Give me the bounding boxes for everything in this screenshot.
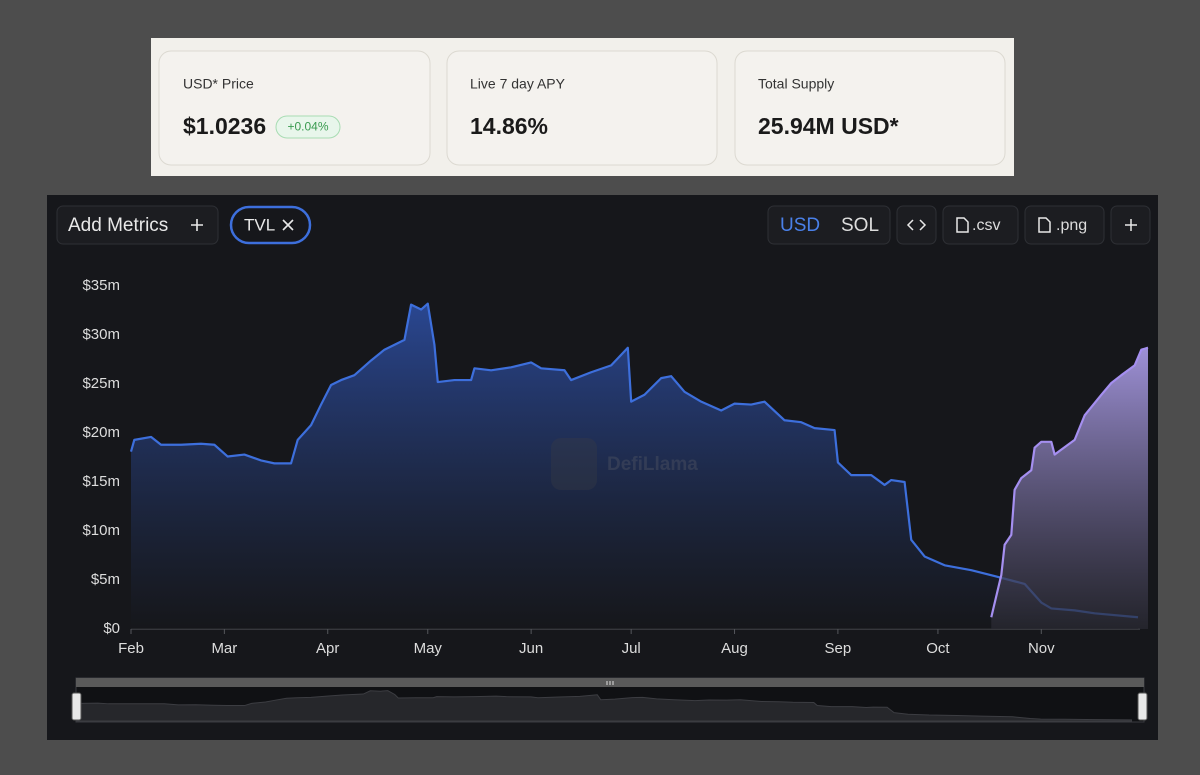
y-tick-label: $20m xyxy=(82,424,120,441)
card-value: 14.86% xyxy=(470,113,548,139)
y-tick-label: $5m xyxy=(91,571,120,588)
navigator-series xyxy=(76,690,1133,722)
currency-option[interactable]: USD xyxy=(780,215,820,236)
more-button[interactable] xyxy=(1110,205,1151,245)
series-area xyxy=(991,347,1148,629)
x-tick-label: Jun xyxy=(519,640,543,657)
x-tick-label: Sep xyxy=(825,640,852,657)
card: USD* Price $1.0236 +0.04% xyxy=(158,50,431,166)
navigator-handle[interactable] xyxy=(71,692,82,721)
card-value: $1.0236 xyxy=(183,113,266,139)
x-tick-label: Apr xyxy=(316,640,339,657)
currency-toggle xyxy=(767,205,891,245)
png-button[interactable]: .png xyxy=(1024,205,1105,245)
plus-icon xyxy=(191,219,203,231)
card-value: 25.94M USD* xyxy=(758,113,899,139)
y-tick-label: $25m xyxy=(82,375,120,392)
x-tick-label: Jul xyxy=(622,640,641,657)
y-tick-label: $0 xyxy=(103,620,120,637)
csv-button[interactable]: .csv xyxy=(942,205,1019,245)
x-tick-label: May xyxy=(414,640,443,657)
series-line xyxy=(129,302,1139,619)
y-tick-label: $35m xyxy=(82,277,120,294)
x-tick-label: Aug xyxy=(721,640,748,657)
card-label: USD* Price xyxy=(183,76,254,92)
watermark-text: DefiLlama xyxy=(607,454,698,475)
card: Live 7 day APY 14.86% xyxy=(446,50,718,166)
series-area xyxy=(131,303,1138,629)
card: Total Supply 25.94M USD* xyxy=(734,50,1006,166)
y-tick-label: $10m xyxy=(82,522,120,539)
card-label: Live 7 day APY xyxy=(470,76,566,92)
x-tick-label: Mar xyxy=(211,640,237,657)
card-change: +0.04% xyxy=(287,120,328,134)
button-label: Add Metrics xyxy=(68,215,168,236)
x-tick-label: Nov xyxy=(1028,640,1055,657)
series-line xyxy=(990,346,1149,618)
button-label: .csv xyxy=(972,217,1000,234)
scroll-grip xyxy=(606,681,614,685)
add-metrics-button[interactable]: Add Metrics xyxy=(56,205,219,245)
x-tick-label: Oct xyxy=(926,640,950,657)
watermark: DefiLlama xyxy=(551,438,698,490)
x-tick-label: Feb xyxy=(118,640,144,657)
currency-option[interactable]: SOL xyxy=(841,215,879,236)
close-icon xyxy=(282,219,294,231)
change-pill xyxy=(275,115,341,139)
metric-label: TVL xyxy=(244,215,275,234)
metric-pill[interactable]: TVL xyxy=(229,205,312,245)
navigator-handle[interactable] xyxy=(1137,692,1148,721)
embed-button[interactable] xyxy=(896,205,937,245)
y-tick-label: $15m xyxy=(82,473,120,490)
button-label: .png xyxy=(1056,217,1087,234)
plot: $0 $5m $10m $15m $20m $25m $30m $35m Feb Mar Apr Ma… xyxy=(82,277,1149,657)
card-label: Total Supply xyxy=(758,76,834,92)
navigator-area xyxy=(76,690,1133,722)
y-tick-label: $30m xyxy=(82,326,120,343)
